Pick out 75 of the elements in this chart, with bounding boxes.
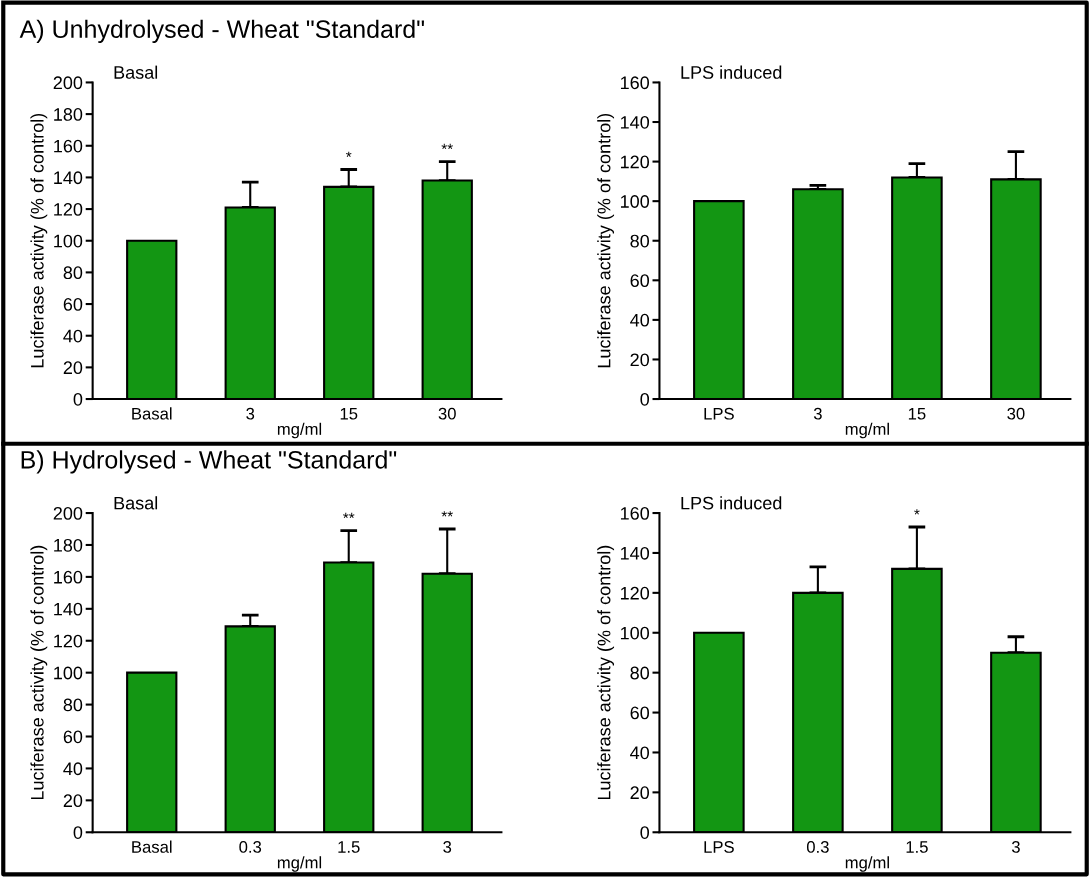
y-axis-title: Luciferase activity (% of control) <box>597 113 615 368</box>
y-tick-label: 20 <box>630 786 650 800</box>
y-tick-label: 160 <box>620 506 650 520</box>
y-axis-title: Luciferase activity (% of control) <box>30 113 48 368</box>
y-tick-label: 0 <box>73 826 83 839</box>
y-tick-label: 80 <box>63 698 83 712</box>
y-tick-label: 40 <box>63 329 83 343</box>
y-tick-label: 60 <box>63 730 83 744</box>
x-tick-label: 0.3 <box>806 841 829 853</box>
x-axis-title: mg/ml <box>277 856 322 872</box>
y-tick-label: 80 <box>630 234 650 248</box>
y-tick-label: 60 <box>630 706 650 720</box>
annotation: ** <box>343 512 355 519</box>
y-tick-label: 140 <box>54 171 83 185</box>
y-tick-label: 100 <box>620 195 650 208</box>
y-tick-label: 80 <box>630 666 650 680</box>
y-tick-label: 160 <box>54 570 83 584</box>
y-tick-label: 120 <box>54 634 83 648</box>
x-tick-label: LPS <box>704 407 734 420</box>
y-tick-label: 60 <box>63 297 83 311</box>
annotation: * <box>914 509 920 515</box>
y-tick-label: 0 <box>640 392 650 406</box>
y-tick-label: 160 <box>620 76 650 90</box>
y-tick-label: 100 <box>54 234 83 248</box>
y-tick-label: 100 <box>54 666 83 680</box>
x-tick-label: 3 <box>1011 841 1020 853</box>
y-tick-label: 160 <box>54 139 83 153</box>
y-tick-label: 20 <box>63 361 83 375</box>
y-tick-label: 0 <box>73 392 83 406</box>
y-tick-label: 200 <box>53 506 83 520</box>
y-tick-label: 140 <box>620 546 650 560</box>
y-tick-label: 120 <box>54 203 83 216</box>
y-tick-label: 60 <box>630 274 650 288</box>
y-tick-label: 40 <box>63 762 83 776</box>
x-axis-title: mg/ml <box>845 856 889 872</box>
annotation: ** <box>441 511 453 517</box>
x-axis-title: mg/ml <box>845 422 889 439</box>
chart-subtitle: LPS induced <box>681 496 782 510</box>
y-tick-label: 0 <box>640 826 650 839</box>
x-axis-title: mg/ml <box>277 422 322 439</box>
x-tick-label: LPS <box>704 841 734 853</box>
y-tick-label: 200 <box>53 76 83 90</box>
annotation: ** <box>441 143 453 150</box>
y-tick-label: 140 <box>620 115 650 129</box>
y-tick-label: 120 <box>620 586 650 600</box>
x-tick-label: 0.3 <box>239 841 262 853</box>
x-tick-label: 3 <box>443 841 452 853</box>
chart-subtitle: Basal <box>114 496 158 510</box>
x-tick-label: 15 <box>340 407 358 420</box>
chart-subtitle: LPS induced <box>681 65 782 79</box>
chart-title: A) Unhydrolysed - Wheat "Standard" <box>19 19 424 43</box>
y-tick-label: 20 <box>63 794 83 808</box>
y-tick-label: 120 <box>620 155 650 169</box>
y-tick-label: 40 <box>630 313 650 327</box>
y-axis-title: Luciferase activity (% of control) <box>597 545 615 800</box>
x-tick-label: 30 <box>438 407 456 420</box>
y-tick-label: 80 <box>63 266 83 280</box>
x-tick-label: 3 <box>813 407 822 420</box>
chart-subtitle: Basal <box>114 65 158 79</box>
y-tick-label: 40 <box>630 746 650 760</box>
x-tick-label: 1.5 <box>906 841 928 853</box>
x-tick-label: 30 <box>1007 407 1025 420</box>
chart-title: B) Hydrolysed - Wheat "Standard" <box>21 450 397 474</box>
y-tick-label: 180 <box>54 108 83 121</box>
y-tick-label: 100 <box>620 626 650 640</box>
y-axis-title: Luciferase activity (% of control) <box>30 545 48 800</box>
x-tick-label: 15 <box>908 407 926 420</box>
y-tick-label: 20 <box>630 353 650 367</box>
y-tick-label: 180 <box>54 538 83 552</box>
x-tick-label: 3 <box>246 407 255 420</box>
x-tick-label: Basal <box>132 840 172 853</box>
x-tick-label: 1.5 <box>338 841 360 853</box>
y-tick-label: 140 <box>54 602 83 616</box>
annotation: * <box>346 151 352 158</box>
x-tick-label: Basal <box>132 407 172 420</box>
